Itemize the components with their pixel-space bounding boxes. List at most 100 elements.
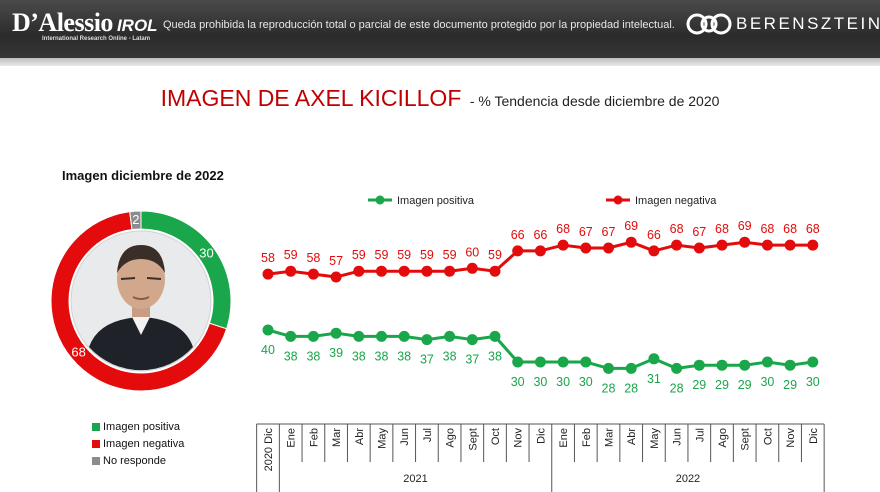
data-label-negative: 57 [329, 254, 343, 268]
data-point-positive [807, 356, 819, 368]
berensztein-wordmark: BERENSZTEIN [736, 14, 880, 33]
x-tick-label: Mar [604, 428, 616, 447]
data-point-positive [489, 330, 501, 342]
x-tick-label: Feb [581, 428, 593, 447]
donut-value-positive: 30 [199, 245, 213, 260]
legend-item-positive: Imagen positiva [92, 418, 184, 435]
data-label-positive: 30 [556, 375, 570, 389]
x-tick-label: May [377, 428, 389, 449]
x-tick-label: Ene [286, 428, 298, 448]
x-tick-label: Jun [672, 428, 684, 446]
data-point-positive [648, 353, 660, 365]
legend-swatch-positive [92, 422, 100, 431]
x-tick-label: Jul [694, 428, 706, 442]
data-label-positive: 30 [511, 375, 525, 389]
data-point-negative [353, 265, 365, 277]
x-tick-label: Dic [535, 428, 547, 444]
data-point-positive [534, 356, 546, 368]
politician-photo [70, 230, 212, 372]
data-label-positive: 38 [397, 349, 411, 363]
data-label-negative: 68 [556, 222, 570, 236]
data-label-positive: 29 [692, 378, 706, 392]
data-point-negative [671, 239, 683, 251]
x-tick-label: Feb [308, 428, 320, 447]
data-label-positive: 38 [375, 349, 389, 363]
data-label-negative: 58 [261, 251, 275, 265]
copyright-disclaimer: Queda prohibida la reproducción total o … [163, 19, 675, 31]
dalessio-logo: D’Alessio IROL International Research Onl… [12, 8, 158, 42]
data-label-negative: 66 [533, 228, 547, 242]
donut-value-no-response: 2 [132, 212, 139, 227]
data-point-negative [376, 265, 387, 277]
data-label-negative: 69 [624, 219, 638, 233]
data-label-positive: 28 [624, 381, 638, 395]
data-label-negative: 66 [647, 228, 661, 242]
data-label-positive: 38 [284, 349, 298, 363]
data-label-positive: 29 [738, 378, 752, 392]
data-point-positive [285, 330, 297, 342]
data-label-negative: 59 [352, 248, 366, 262]
data-label-negative: 67 [602, 225, 616, 239]
header-bar: D’Alessio IROL International Research Onl… [0, 0, 880, 66]
data-label-negative: 66 [511, 228, 525, 242]
berensztein-mark-icon [686, 13, 732, 35]
data-point-negative [466, 262, 478, 274]
data-point-negative [784, 239, 796, 251]
data-point-negative [807, 239, 819, 251]
data-label-positive: 30 [533, 375, 547, 389]
data-point-negative [603, 242, 614, 254]
data-point-positive [603, 362, 614, 374]
data-label-positive: 37 [465, 353, 479, 367]
x-tick-label: Sept [740, 428, 752, 451]
donut-legend: Imagen positiva Imagen negativa No respo… [92, 418, 184, 469]
data-point-positive [716, 359, 728, 371]
line-legend-label-positive: Imagen positiva [397, 195, 475, 207]
data-point-negative [444, 265, 456, 277]
data-label-positive: 30 [806, 375, 820, 389]
x-tick-label: Sept [467, 428, 479, 451]
data-label-negative: 68 [760, 222, 774, 236]
data-label-negative: 59 [488, 248, 502, 262]
data-label-positive: 31 [647, 372, 661, 386]
data-point-positive [625, 362, 637, 374]
logo-irol-text: IROL [116, 16, 158, 35]
legend-label-no-response: No responde [103, 454, 166, 467]
line-legend-marker-negative [613, 195, 623, 205]
data-label-negative: 68 [715, 222, 729, 236]
data-point-positive [466, 334, 478, 346]
data-point-negative [557, 239, 569, 251]
data-point-positive [376, 330, 387, 342]
data-label-positive: 28 [670, 381, 684, 395]
data-point-negative [648, 245, 660, 257]
line-legend-marker-positive [375, 195, 385, 205]
data-label-positive: 37 [420, 353, 434, 367]
legend-item-negative: Imagen negativa [92, 435, 184, 452]
data-label-positive: 30 [579, 375, 593, 389]
x-tick-label: Abr [354, 428, 366, 445]
data-label-positive: 30 [760, 375, 774, 389]
data-point-negative [761, 239, 773, 251]
data-label-positive: 39 [329, 346, 343, 360]
data-label-negative: 59 [375, 248, 389, 262]
x-year-label: 2022 [676, 473, 700, 485]
x-tick-label: Jul [422, 428, 434, 442]
data-label-negative: 58 [306, 251, 320, 265]
data-label-negative: 68 [806, 222, 820, 236]
x-tick-label: Nov [513, 428, 525, 448]
logo-main-text: D’Alessio [12, 8, 113, 37]
data-point-positive [330, 327, 342, 339]
x-tick-label: Ene [558, 428, 570, 448]
legend-swatch-negative [92, 439, 100, 448]
x-tick-label: Nov [785, 428, 797, 448]
x-year-label: 2021 [403, 473, 427, 485]
title-subtitle: - % Tendencia desde diciembre de 2020 [469, 93, 720, 109]
data-label-negative: 59 [397, 248, 411, 262]
data-label-positive: 29 [715, 378, 729, 392]
data-point-negative [421, 265, 433, 277]
data-point-positive [421, 334, 433, 346]
donut-title: Imagen diciembre de 2022 [62, 168, 224, 183]
data-point-positive [512, 356, 524, 368]
x-tick-label: Ago [445, 428, 457, 448]
x-tick-label: Ago [717, 428, 729, 448]
